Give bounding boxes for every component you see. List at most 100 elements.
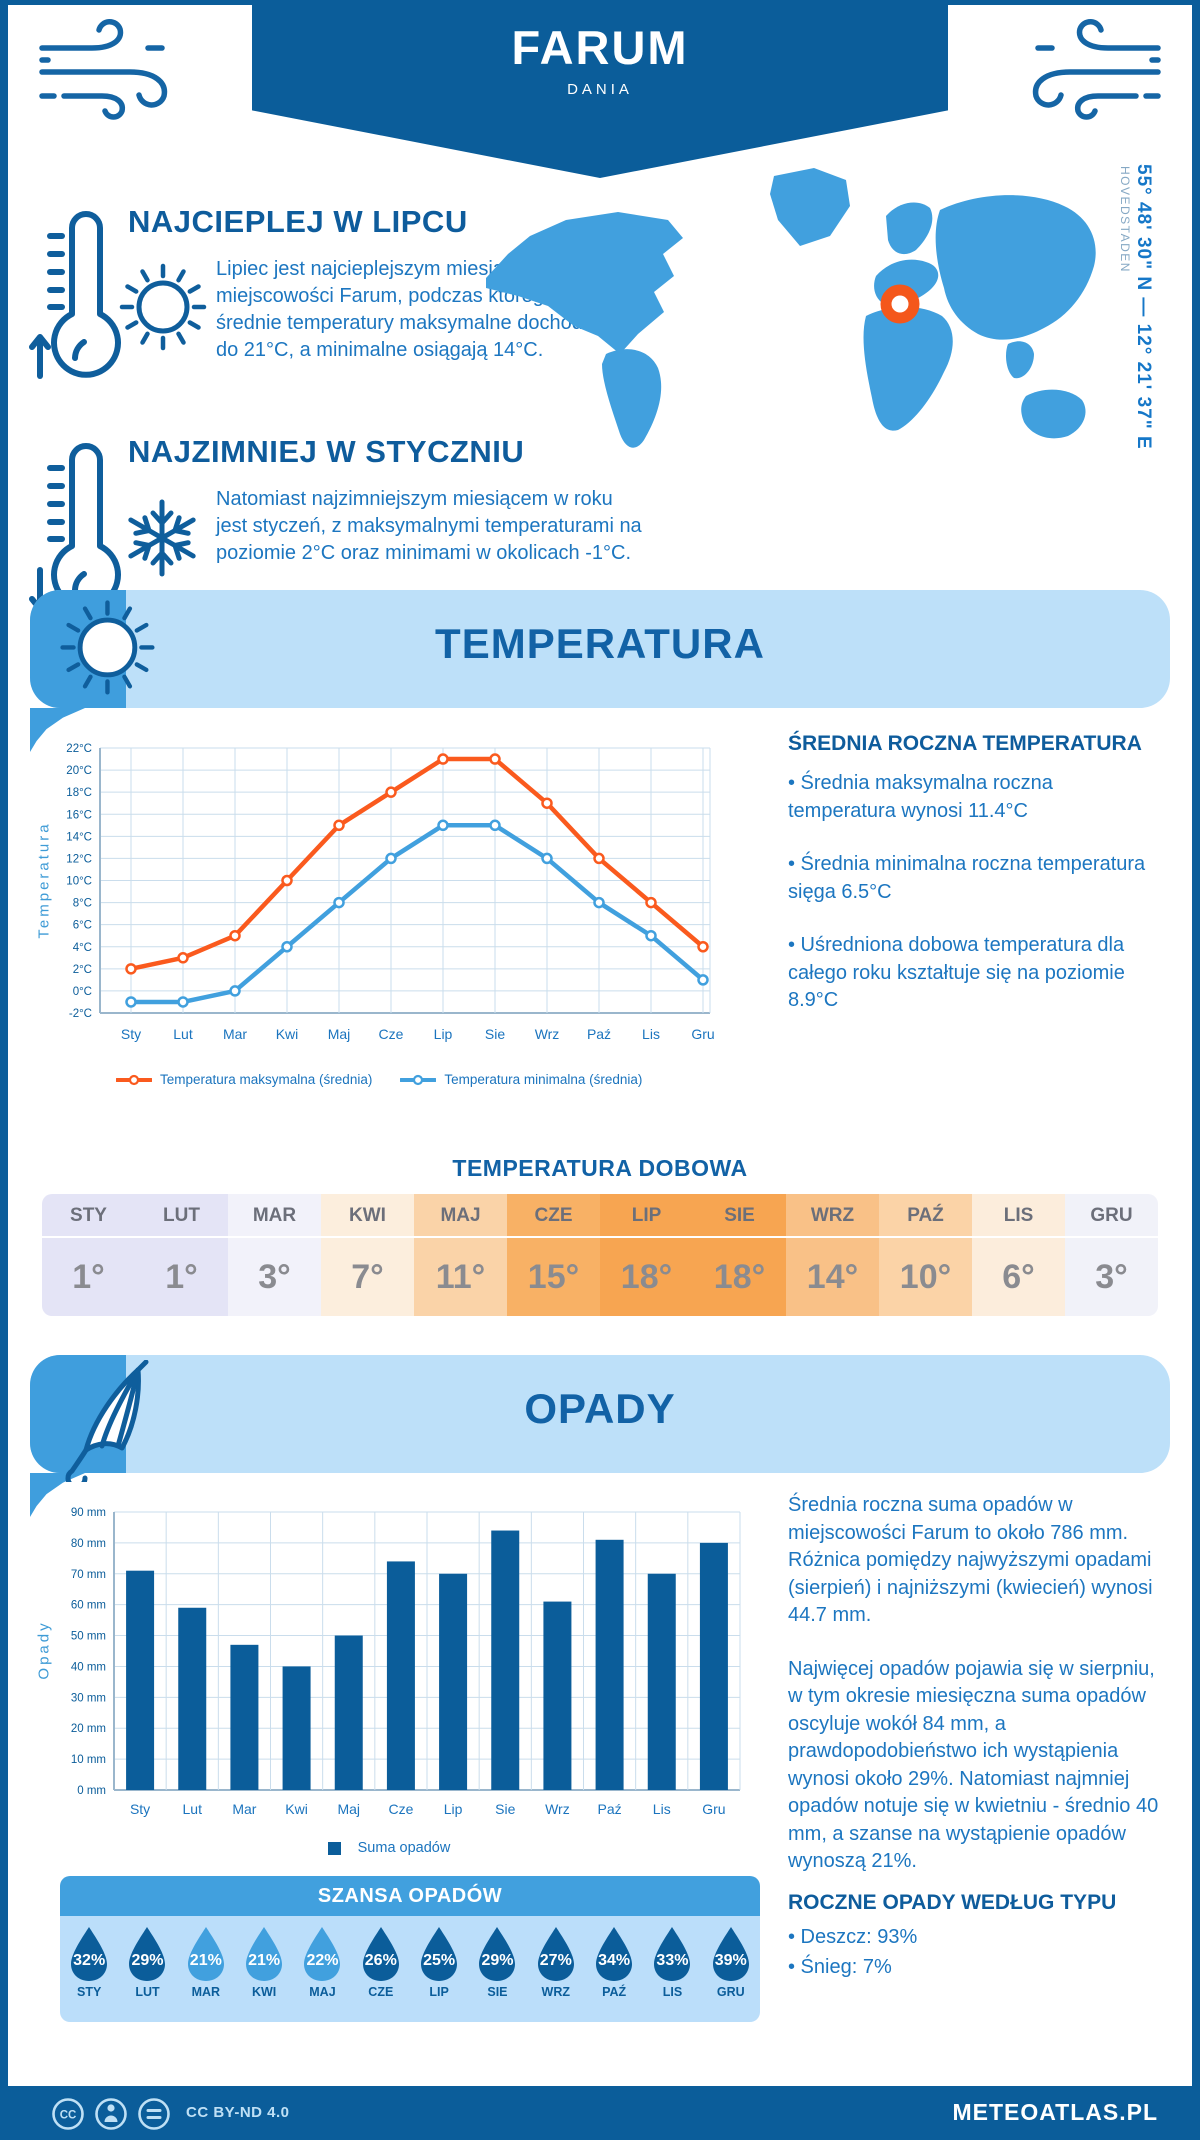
droplet-icon: [421, 1927, 458, 1981]
line-series: [128, 823, 706, 1005]
chance-droplet-slot: 21% MAR: [177, 1925, 235, 2022]
daily-temperature-value: 3°: [258, 1257, 291, 1296]
droplet-icon: [596, 1927, 633, 1981]
precip-text-column: Średnia roczna suma opadów w miejscowośc…: [788, 1492, 1160, 1902]
daily-temperature-value: 11°: [435, 1257, 486, 1296]
x-tick-label: Lip: [444, 1801, 463, 1817]
site-name: METEOATLAS.PL: [952, 2099, 1158, 2125]
droplet-icon: [479, 1927, 516, 1981]
daily-table-column: PAŹ 10°: [879, 1194, 972, 1316]
y-tick-label: 60 mm: [71, 1600, 106, 1612]
x-tick-label: Lip: [434, 1026, 453, 1042]
footer-bar: [0, 2086, 1200, 2140]
svg-text:CC: CC: [60, 2110, 77, 2122]
chance-percent: 29%: [481, 1952, 514, 1969]
highlight-cold-title: NAJZIMNIEJ W STYCZNIU: [128, 434, 525, 469]
x-tick-label: Sie: [485, 1026, 505, 1042]
daily-temperature-value: 3°: [1095, 1257, 1128, 1296]
droplet-icon: [362, 1927, 399, 1981]
chance-droplet-slot: 22% MAJ: [293, 1925, 351, 2022]
temperature-banner: [30, 590, 1170, 708]
y-tick-label: 20°C: [66, 765, 92, 777]
chance-droplet-slot: 26% CZE: [352, 1925, 410, 2022]
y-tick-label: 18°C: [66, 787, 92, 799]
x-tick-label: Sty: [121, 1026, 141, 1042]
summary-bullet: • Średnia maksymalna roczna temperatura …: [788, 772, 1053, 822]
daily-temperature-value: 10°: [899, 1257, 952, 1296]
chance-month-label: LIP: [429, 1985, 449, 1999]
chance-panel: SZANSA OPADÓW 32% STY 29% LUT 21% MAR 21% KWI 22…: [60, 1876, 760, 2022]
y-tick-label: 0°C: [73, 986, 92, 998]
thermometer-warm-icon: [29, 211, 121, 379]
chance-percent: 25%: [423, 1952, 456, 1969]
daily-table-column: LIS 6°: [972, 1194, 1065, 1316]
chance-month-label: MAJ: [309, 1985, 336, 1999]
daily-table-column: GRU 3°: [1065, 1194, 1158, 1316]
x-tick-label: Sie: [495, 1801, 515, 1817]
data-point: [489, 819, 501, 832]
daily-month-label: MAR: [228, 1194, 321, 1238]
daily-temperature-value: 1°: [165, 1257, 198, 1296]
droplet-icon: [187, 1927, 224, 1981]
bar: [178, 1607, 207, 1790]
data-point: [593, 852, 605, 865]
chance-droplets-row: 32% STY 29% LUT 21% MAR 21% KWI 22% MAJ 26% CZE 25% L…: [60, 1916, 760, 2022]
chance-percent: 21%: [189, 1952, 222, 1969]
y-tick-label: 0 mm: [77, 1785, 106, 1797]
bar: [230, 1644, 259, 1790]
data-point: [125, 963, 137, 975]
y-tick-label: 10 mm: [71, 1754, 106, 1766]
data-point: [697, 974, 709, 986]
legend-item: Temperatura maksymalna (średnia): [116, 1072, 372, 1087]
precip-type-bullets: • Deszcz: 93% • Śnieg: 7%: [788, 1922, 1160, 1982]
daily-month-label: LUT: [135, 1194, 228, 1238]
y-tick-label: 40 mm: [71, 1661, 106, 1673]
data-point: [437, 753, 449, 765]
bar: [543, 1601, 572, 1790]
chance-droplet-slot: 33% LIS: [643, 1925, 701, 2022]
x-tick-label: Wrz: [545, 1801, 570, 1817]
legend-marker: [116, 1074, 152, 1085]
daily-temperature-value: 14°: [806, 1257, 859, 1296]
temperature-line-chart: -2°C 0°C 2°C 4°C 6°C 8°C 10°C 12°C 14°C 16°C 18°C 2…: [66, 743, 714, 1042]
location-marker: [880, 284, 920, 324]
bar: [334, 1635, 363, 1790]
daily-temperature-value: 18°: [713, 1257, 766, 1296]
droplet-icon: [654, 1927, 691, 1981]
x-tick-label: Cze: [388, 1801, 413, 1817]
world-map: [486, 168, 1096, 448]
y-tick-label: 20 mm: [71, 1723, 106, 1735]
bar: [699, 1542, 728, 1790]
legend-label: Temperatura minimalna (średnia): [444, 1072, 643, 1087]
droplet-icon: [246, 1927, 283, 1981]
region-text: HOVEDSTADEN: [1118, 166, 1132, 273]
data-point: [645, 896, 657, 909]
data-point: [385, 786, 397, 798]
highlight-warm-title: NAJCIEPLEJ W LIPCU: [128, 204, 468, 239]
data-point: [593, 896, 605, 909]
daily-month-label: SIE: [693, 1194, 786, 1238]
x-tick-label: Lut: [173, 1026, 193, 1042]
precip-type-title: ROCZNE OPADY WEDŁUG TYPU: [788, 1891, 1117, 1914]
data-point: [385, 852, 397, 865]
chance-droplet-slot: 39% GRU: [702, 1925, 760, 2022]
x-tick-label: Mar: [232, 1801, 256, 1817]
daily-table-column: LIP 18°: [600, 1194, 693, 1316]
y-tick-label: 22°C: [66, 743, 92, 755]
daily-temperature-table: STY 1° LUT 1° MAR 3° KWI 7° MAJ 11° CZE 15° LIP 18° SI…: [42, 1194, 1158, 1316]
x-tick-label: Lis: [642, 1026, 660, 1042]
chance-percent: 26%: [364, 1952, 397, 1969]
y-tick-label: -2°C: [69, 1008, 92, 1020]
type-bullet: • Śnieg: 7%: [788, 1956, 892, 1978]
left-border: [0, 0, 8, 2140]
precipitation-banner: [30, 1355, 1170, 1473]
data-point: [229, 929, 241, 942]
chance-percent: 27%: [539, 1952, 572, 1969]
y-tick-label: 8°C: [73, 898, 92, 910]
x-tick-label: Cze: [379, 1026, 404, 1042]
y-tick-label: 30 mm: [71, 1692, 106, 1704]
droplet-icon: [71, 1927, 108, 1981]
x-tick-label: Paź: [587, 1026, 611, 1042]
y-tick-label: 50 mm: [71, 1631, 106, 1643]
daily-table-column: MAJ 11°: [414, 1194, 507, 1316]
